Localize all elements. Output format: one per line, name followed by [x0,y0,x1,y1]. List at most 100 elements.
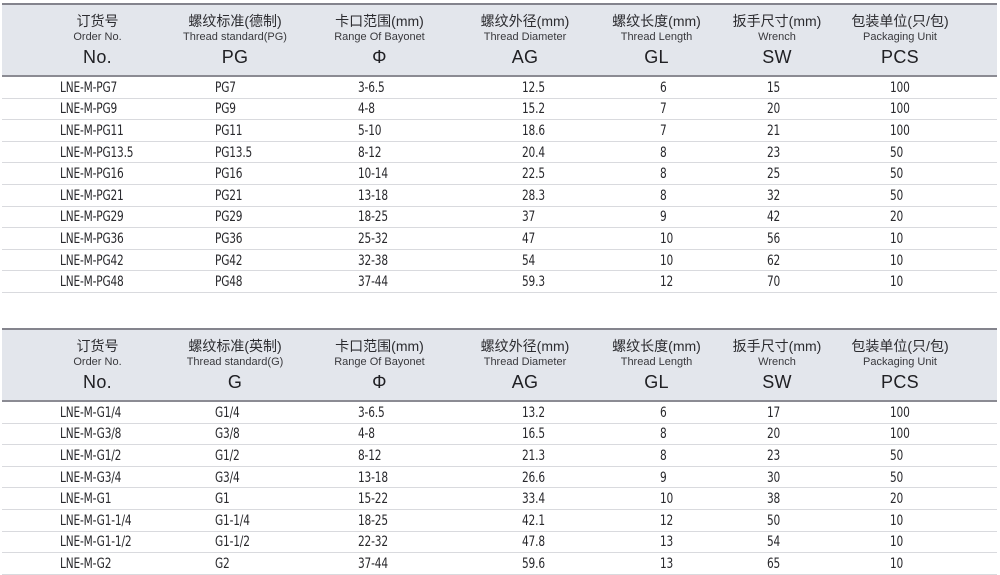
cell-value: 20 [767,426,781,443]
cell: 10-14 [305,162,454,185]
cell-value: LNE-M-G1-1/2 [60,534,132,551]
cell-value: 4-8 [358,101,375,118]
cell: 13-18 [305,466,454,489]
cell: 22.5 [454,162,596,185]
cell: 100 [837,76,997,99]
cell-value: 50 [890,447,904,464]
cell: 26.6 [454,466,596,489]
cell-value: 42.1 [522,512,545,529]
header-label-zh: 扳手尺寸(mm) [732,337,822,354]
g-thread-table: 订货号 Order No. No. 螺纹标准(英制) Thread standard(G… [2,327,997,575]
cell-value: 10 [890,252,904,269]
cell: LNE-M-PG7 [2,76,165,99]
cell-value: 18-25 [358,512,388,529]
cell: 9 [596,206,717,229]
cell-value: 8 [660,426,667,443]
cell: 3-6.5 [305,76,454,99]
cell-value: LNE-M-PG7 [60,79,118,96]
header-code: Φ [372,371,387,392]
cell: PG11 [165,119,305,142]
cell-value: 20 [890,491,904,508]
header-label-zh: 扳手尺寸(mm) [732,13,822,29]
column-header-5: 螺纹长度(mm) Thread Length GL [596,4,717,77]
cell-value: LNE-M-PG42 [60,252,124,269]
cell-value: 22-32 [358,534,388,551]
column-header-7: 包装单位(只/包) Packaging Unit PCS [837,328,997,402]
pg-metric-thread-table: 订货号 Order No. No. 螺纹标准(德制) Thread standard(P… [2,3,997,293]
header-code: G [227,371,243,392]
cell: 50 [717,509,837,532]
cell: 3-6.5 [305,400,454,424]
cell-value: G1/2 [215,447,240,464]
table-row: LNE-M-G1-1/2 G1-1/2 22-32 47.8 13 54 10 [2,531,997,554]
cell: 12 [596,509,717,532]
header-code: Φ [372,47,387,67]
cell-value: 10 [890,555,904,572]
cell: G1/2 [165,444,305,467]
cell: 59.6 [454,552,596,575]
cell: LNE-M-PG21 [2,184,165,207]
cell: PG21 [165,184,305,207]
cell: 8-12 [305,444,454,467]
cell-value: LNE-M-PG11 [60,122,124,139]
table-row: LNE-M-G1/2 G1/2 8-12 21.3 8 23 50 [2,444,997,467]
cell: 8 [596,423,717,446]
cell-value: 16.5 [522,426,545,443]
header-code: SW [762,47,792,67]
header-label-en: Packaging Unit [863,355,937,368]
cell-value: 21.3 [522,447,545,464]
cell-value: 26.6 [522,469,545,486]
header-label-zh: 卡口范围(mm) [335,337,424,354]
header-code: GL [644,371,669,392]
cell: 32 [717,184,837,207]
cell: 18-25 [305,509,454,532]
table-row: LNE-M-PG11 PG11 5-10 18.6 7 21 100 [2,119,997,142]
cell: 70 [717,270,837,293]
header-code: AG [511,371,539,392]
cell: 59.3 [454,270,596,293]
cell: PG48 [165,270,305,293]
cell: 10 [837,249,997,272]
cell-value: G1 [215,491,230,508]
cell: PG42 [165,249,305,272]
cell: 22-32 [305,531,454,554]
header-label-zh: 螺纹外径(mm) [480,337,570,354]
cell-value: 50 [767,512,781,529]
cell-value: 38 [767,491,781,508]
cell: 10 [596,249,717,272]
header-label-en: Order No. [73,31,122,43]
cell: LNE-M-PG29 [2,206,165,229]
cell: PG29 [165,206,305,229]
cell: 20 [717,98,837,121]
header-label-en: Thread Length [620,31,693,43]
cell: 13-18 [305,184,454,207]
cell: 21.3 [454,444,596,467]
cell: 37-44 [305,552,454,575]
cell-value: 10-14 [358,166,388,183]
cell: 42.1 [454,509,596,532]
cell-value: 10 [890,512,904,529]
cell: PG16 [165,162,305,185]
cell-value: 54 [767,534,781,551]
cell-value: 42 [767,209,781,226]
cell: G1-1/2 [165,531,305,554]
cell-value: 18-25 [358,209,388,226]
cell-value: 10 [660,491,674,508]
cell: 10 [837,509,997,532]
cell-value: 47 [522,230,536,247]
cell-value: 13-18 [358,469,388,486]
cell: 20 [837,487,997,510]
cell-value: LNE-M-G1 [60,491,112,508]
cell: 18-25 [305,206,454,229]
cell: 13.2 [454,400,596,424]
cell-value: 33.4 [522,491,545,508]
cell: 8-12 [305,141,454,164]
header-label-zh: 螺纹长度(mm) [612,13,701,29]
cell: 54 [717,531,837,554]
cell-value: 70 [767,274,781,291]
cell-value: 10 [890,230,904,247]
table-row: LNE-M-G1 G1 15-22 33.4 10 38 20 [2,487,997,510]
column-header-4: 螺纹外径(mm) Thread Diameter AG [454,4,596,77]
cell-value: LNE-M-G1-1/4 [60,512,132,529]
